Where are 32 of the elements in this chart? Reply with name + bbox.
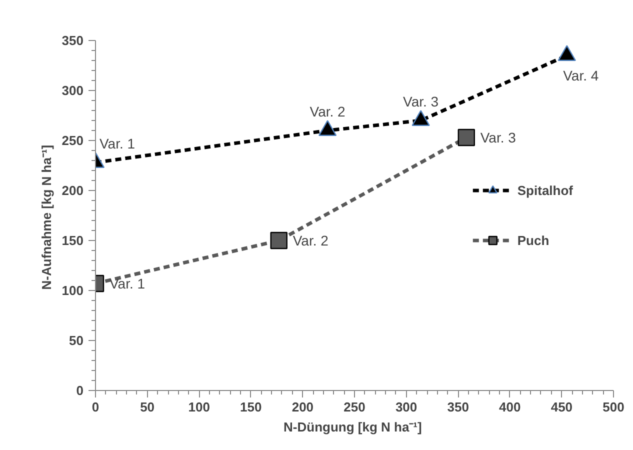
legend-label: Spitalhof <box>517 182 573 198</box>
x-tick-label: 50 <box>140 400 155 414</box>
x-axis-title: N-Düngung [kg N ha⁻¹] <box>284 420 422 434</box>
y-tick-label: 250 <box>62 133 84 148</box>
x-tick-label: 300 <box>395 400 418 414</box>
y-tick-label: 300 <box>62 83 84 98</box>
annotation: Var. 4 <box>563 68 599 84</box>
x-tick-label: 400 <box>499 400 521 414</box>
x-tick-label: 0 <box>92 400 100 414</box>
y-tick-label: 200 <box>62 183 84 198</box>
annotation: Var. 2 <box>310 104 346 120</box>
y-tick-label: 100 <box>62 283 84 298</box>
annotation: Var. 3 <box>480 130 516 146</box>
x-tick-label: 450 <box>550 400 573 414</box>
annotation: Var. 1 <box>110 276 146 292</box>
annotation: Var. 2 <box>292 232 329 248</box>
x-tick-label: 150 <box>240 400 262 414</box>
y-tick-label: 350 <box>62 33 84 48</box>
x-tick-label: 200 <box>292 400 314 414</box>
legend-label: Puch <box>517 232 550 248</box>
annotation: Var. 1 <box>100 136 136 152</box>
y-tick-label: 50 <box>69 333 84 348</box>
y-tick-label: 0 <box>76 383 84 398</box>
annotation: Var. 3 <box>403 94 439 110</box>
y-axis-title: N-Aufnahme [kg N ha⁻¹] <box>38 144 54 290</box>
x-tick-label: 500 <box>602 400 624 414</box>
x-tick-label: 100 <box>188 400 210 414</box>
x-tick-label: 350 <box>447 400 469 414</box>
x-tick-label: 250 <box>344 400 366 414</box>
point <box>412 110 430 126</box>
y-tick-label: 150 <box>62 233 84 248</box>
point <box>318 120 337 136</box>
